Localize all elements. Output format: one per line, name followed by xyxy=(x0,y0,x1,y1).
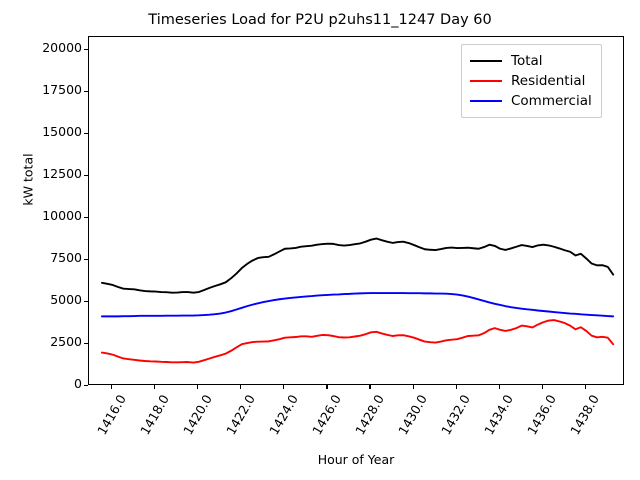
x-tick-mark xyxy=(240,385,242,389)
y-tick-mark xyxy=(84,48,88,51)
x-tick-label: 1416.0 xyxy=(93,392,129,438)
x-tick-label: 1428.0 xyxy=(352,392,387,438)
y-tick-mark xyxy=(84,216,88,218)
x-tick-mark xyxy=(326,385,328,389)
x-tick-mark xyxy=(154,385,156,389)
legend-item-residential[interactable]: Residential xyxy=(470,71,592,91)
x-tick-label: 1430.0 xyxy=(395,392,431,438)
y-tick-mark xyxy=(84,300,88,302)
x-tick-label: 1426.0 xyxy=(309,392,344,438)
x-tick-label: 1432.0 xyxy=(438,392,474,438)
y-tick-mark xyxy=(84,132,88,134)
y-tick-label: 20000 xyxy=(42,40,82,56)
y-tick-mark xyxy=(84,174,88,176)
x-tick-label: 1420.0 xyxy=(179,392,215,438)
series-line-total xyxy=(100,237,615,294)
y-tick-label: 15000 xyxy=(42,124,82,140)
x-tick-label: 1418.0 xyxy=(136,392,172,438)
y-tick-label: 10000 xyxy=(42,208,82,224)
x-tick-label: 1434.0 xyxy=(481,392,517,438)
y-tick-mark xyxy=(84,258,88,260)
x-tick-label: 1422.0 xyxy=(222,392,258,438)
legend-swatch-total xyxy=(470,60,502,62)
x-tick-mark xyxy=(498,385,500,389)
x-tick-mark xyxy=(412,385,414,389)
x-tick-label: 1436.0 xyxy=(524,392,560,438)
series-line-commercial xyxy=(100,292,615,318)
y-tick-mark xyxy=(84,342,88,344)
legend-label: Commercial xyxy=(511,93,592,109)
legend-label: Residential xyxy=(511,73,586,89)
x-axis-label: Hour of Year xyxy=(317,452,395,467)
x-tick-mark xyxy=(111,385,113,389)
y-tick-label: 2500 xyxy=(50,334,82,350)
chart-legend: Total Residential Commercial xyxy=(461,44,602,118)
x-tick-mark xyxy=(369,385,371,389)
series-line-residential xyxy=(100,319,615,364)
x-tick-mark xyxy=(584,385,586,389)
x-tick-label: 1438.0 xyxy=(567,392,603,438)
legend-item-total[interactable]: Total xyxy=(470,51,592,71)
y-tick-label: 7500 xyxy=(50,250,82,266)
x-tick-mark xyxy=(197,385,199,389)
y-tick-label: 12500 xyxy=(42,166,82,182)
legend-item-commercial[interactable]: Commercial xyxy=(470,91,592,111)
y-tick-label: 0 xyxy=(74,376,82,391)
y-tick-label: 5000 xyxy=(50,292,82,308)
legend-swatch-residential xyxy=(470,80,502,82)
plot-lines xyxy=(100,237,615,364)
chart-title: Timeseries Load for P2U p2uhs11_1247 Day… xyxy=(148,12,492,28)
y-tick-mark xyxy=(84,384,88,386)
x-tick-mark xyxy=(283,385,285,389)
x-tick-label: 1424.0 xyxy=(266,392,301,438)
y-tick-label: 17500 xyxy=(42,82,82,98)
legend-label: Total xyxy=(511,53,543,69)
x-tick-mark xyxy=(541,385,543,389)
y-tick-mark xyxy=(84,90,88,92)
x-tick-mark xyxy=(455,385,457,389)
legend-swatch-commercial xyxy=(470,100,502,102)
